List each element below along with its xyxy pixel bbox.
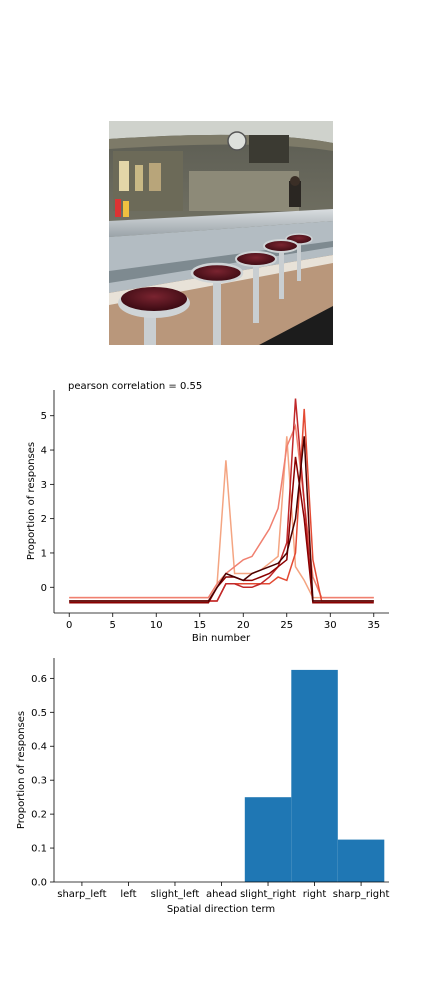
line-series-group	[69, 398, 374, 604]
bar-group	[244, 669, 385, 882]
x-axis-label: Spatial direction term	[167, 904, 275, 915]
x-tick-label: 0	[66, 620, 72, 631]
x-tick-label: right	[303, 889, 327, 900]
line-series-2	[69, 423, 374, 599]
chart-title: pearson correlation = 0.55	[68, 381, 202, 392]
line-series-4	[69, 398, 374, 602]
direction-bar-chart: sharp_left left slight_left ahead slight_rig…	[16, 658, 389, 915]
x-tick-label: ahead	[206, 889, 237, 900]
bar-sharp-right	[337, 839, 385, 882]
y-tick-label: 0.6	[31, 674, 47, 685]
bar-slight-right	[244, 797, 292, 882]
y-tick-label: 3	[41, 480, 47, 491]
y-tick-label: 0.5	[31, 708, 47, 719]
line-series-5	[69, 456, 374, 604]
x-tick-label: 20	[237, 620, 250, 631]
y-tick-label: 0.4	[31, 742, 47, 753]
bin-line-chart: pearson correlation = 0.55 0 5 10 15 20 25 30 3…	[26, 381, 389, 644]
stool-near	[190, 262, 244, 345]
x-tick-label: 30	[324, 620, 337, 631]
bar-right	[291, 669, 338, 882]
diner-photo	[109, 121, 333, 345]
x-ticks: 0 5 10 15 20 25 30 35	[66, 613, 380, 631]
x-tick-label: 35	[367, 620, 380, 631]
x-tick-label: 5	[110, 620, 116, 631]
y-tick-label: 0.3	[31, 776, 47, 787]
y-tick-label: 4	[41, 446, 47, 457]
x-tick-label: 15	[193, 620, 206, 631]
x-tick-label: 10	[150, 620, 163, 631]
x-ticks: sharp_left left slight_left ahead slight_rig…	[57, 882, 389, 900]
x-tick-label: slight_right	[240, 889, 296, 900]
y-tick-label: 0.1	[31, 844, 47, 855]
y-tick-label: 0	[41, 583, 47, 594]
stool-mid	[235, 251, 277, 323]
y-tick-label: 2	[41, 514, 47, 525]
line-series-6	[69, 436, 374, 602]
stool-mid-far	[263, 239, 299, 299]
y-ticks: 0.0 0.1 0.2 0.3 0.4 0.5 0.6	[31, 674, 54, 889]
y-tick-label: 0.0	[31, 878, 47, 889]
y-ticks: 0 1 2 3 4 5	[41, 411, 54, 594]
y-tick-label: 0.2	[31, 810, 47, 821]
x-tick-label: left	[120, 889, 136, 900]
x-tick-label: sharp_left	[57, 889, 106, 900]
x-axis-label: Bin number	[192, 633, 251, 644]
x-tick-label: 25	[280, 620, 293, 631]
y-tick-label: 5	[41, 411, 47, 422]
diner-photo-drawing	[109, 121, 333, 345]
y-tick-label: 1	[41, 548, 47, 559]
x-tick-label: sharp_right	[333, 889, 390, 900]
stool-front	[118, 287, 190, 345]
y-axis-label: Proportion of responses	[16, 711, 27, 829]
y-axis-label: Proportion of responses	[26, 442, 37, 560]
line-series-3	[69, 408, 374, 602]
line-series-1	[69, 436, 374, 599]
x-tick-label: slight_left	[151, 889, 200, 900]
